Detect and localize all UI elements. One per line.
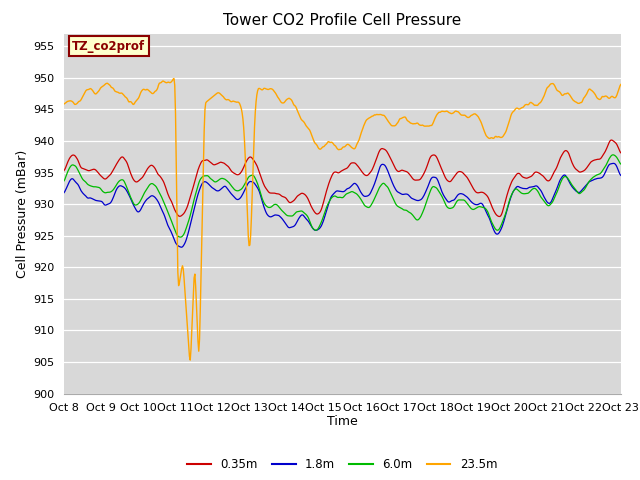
Title: Tower CO2 Profile Cell Pressure: Tower CO2 Profile Cell Pressure <box>223 13 461 28</box>
Text: TZ_co2prof: TZ_co2prof <box>72 40 145 53</box>
Legend: 0.35m, 1.8m, 6.0m, 23.5m: 0.35m, 1.8m, 6.0m, 23.5m <box>183 454 502 476</box>
Y-axis label: Cell Pressure (mBar): Cell Pressure (mBar) <box>16 149 29 278</box>
X-axis label: Time: Time <box>327 415 358 428</box>
